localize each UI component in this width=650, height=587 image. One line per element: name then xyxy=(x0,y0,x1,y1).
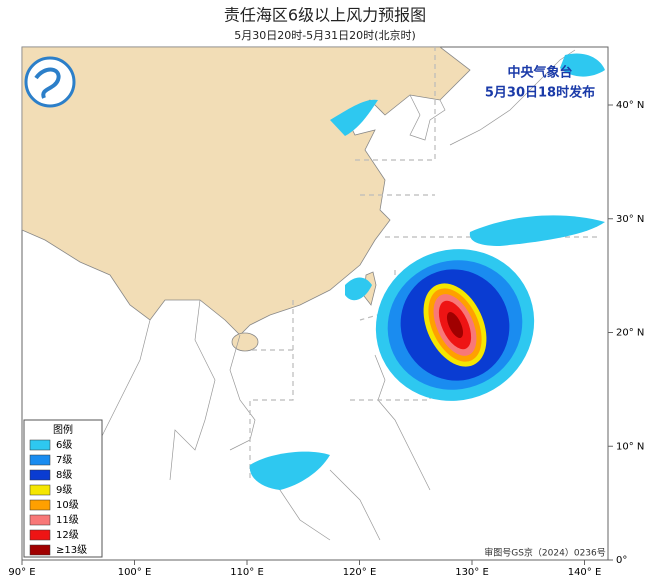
legend-swatch xyxy=(29,454,51,466)
lon-label: 130° E xyxy=(455,567,489,578)
wind-areas xyxy=(249,53,605,490)
wind-ring xyxy=(446,312,464,338)
legend-swatch xyxy=(29,499,51,511)
legend-label: ≥13级 xyxy=(56,544,87,556)
legend-label: 6级 xyxy=(56,439,72,451)
china-land xyxy=(21,46,471,336)
lat-label: 30° N xyxy=(616,214,644,225)
lat-label: 40° N xyxy=(616,100,644,111)
lon-label: 100° E xyxy=(118,567,152,578)
wind-area-scs xyxy=(249,451,330,490)
wind-area-bohai xyxy=(330,99,378,136)
lon-label: 120° E xyxy=(343,567,377,578)
logo xyxy=(24,56,76,108)
lat-label: 0° xyxy=(616,555,627,566)
axes: 90° E 100° E 110° E 120° E 130° E 140° E 40° N… xyxy=(8,100,644,578)
legend-title: 图例 xyxy=(53,423,73,436)
legend-label: 10级 xyxy=(56,499,79,511)
legend-swatch xyxy=(29,544,51,556)
wind-area-japan xyxy=(560,53,605,77)
land xyxy=(21,46,576,541)
typhoon xyxy=(375,249,535,401)
wind-area-strait xyxy=(345,277,372,301)
legend-swatch xyxy=(29,529,51,541)
subtitle: 5月30日20时-5月31日20时(北京时) xyxy=(234,28,416,42)
legend-label: 11级 xyxy=(56,514,79,526)
korea xyxy=(409,94,446,141)
agency: 中央气象台 xyxy=(507,65,572,81)
japan xyxy=(449,49,576,146)
lat-label: 10° N xyxy=(616,441,644,452)
approval: 审图号GS京（2024）0236号 xyxy=(484,547,606,559)
legend: 图例 6级 7级 8级 9级 10级 11级 12级 ≥13级 xyxy=(23,419,103,558)
legend-swatch xyxy=(29,439,51,451)
lon-label: 90° E xyxy=(8,567,35,578)
wind-area-east xyxy=(469,215,605,246)
indochina-borders xyxy=(99,299,256,481)
lon-label: 140° E xyxy=(568,567,602,578)
lon-label: 110° E xyxy=(230,567,264,578)
lat-label: 20° N xyxy=(616,328,644,339)
legend-swatch xyxy=(29,469,51,481)
legend-swatch xyxy=(29,514,51,526)
issue-time: 5月30日18时发布 xyxy=(485,85,595,101)
legend-label: 12级 xyxy=(56,529,79,541)
legend-label: 8级 xyxy=(56,469,72,481)
hainan xyxy=(231,332,259,352)
legend-label: 7级 xyxy=(56,454,72,466)
legend-label: 9级 xyxy=(56,484,72,496)
legend-swatch xyxy=(29,484,51,496)
title: 责任海区6级以上风力预报图 xyxy=(224,6,426,25)
